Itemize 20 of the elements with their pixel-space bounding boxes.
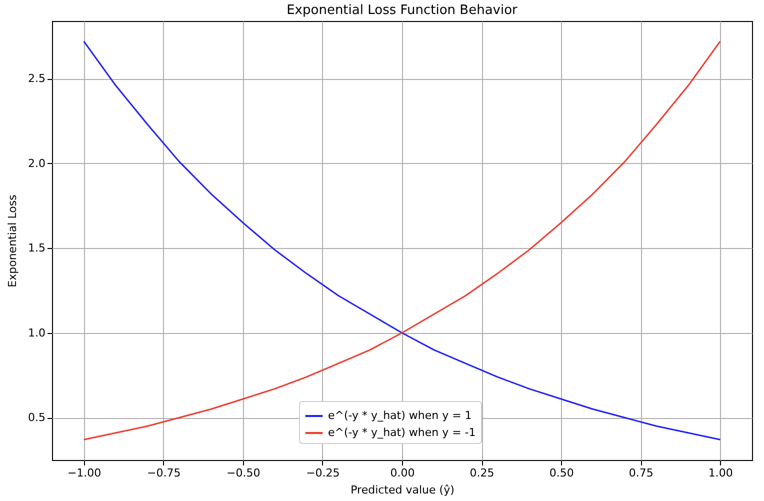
x-tick-label: −1.00 — [67, 466, 102, 480]
y-tick-label: 2.5 — [28, 72, 46, 86]
x-tick-label: −0.50 — [226, 466, 260, 480]
y-tick-label: 0.5 — [28, 411, 46, 424]
legend-label: e^(-y * y_hat) when y = 1 — [328, 409, 472, 422]
y-axis-title: Exponential Loss — [6, 194, 20, 288]
x-tick-label: 0.00 — [390, 466, 415, 480]
x-tick-label: 1.00 — [708, 466, 733, 480]
x-tick-label: −0.25 — [306, 466, 340, 480]
chart-title: Exponential Loss Function Behavior — [286, 3, 518, 18]
line-series — [83, 40, 721, 440]
x-tick-label: 0.25 — [470, 466, 494, 480]
x-axis-title: Predicted value (ŷ) — [350, 484, 454, 496]
y-tick-label: 1.5 — [28, 242, 46, 255]
x-tick-label: −0.75 — [147, 466, 181, 480]
x-tick-label: 0.50 — [549, 466, 574, 480]
y-tick-label: 1.0 — [28, 326, 46, 340]
legend-label: e^(-y * y_hat) when y = -1 — [328, 426, 476, 439]
x-tick-label: 0.75 — [628, 466, 654, 480]
y-tick-label: 2.0 — [28, 156, 46, 170]
